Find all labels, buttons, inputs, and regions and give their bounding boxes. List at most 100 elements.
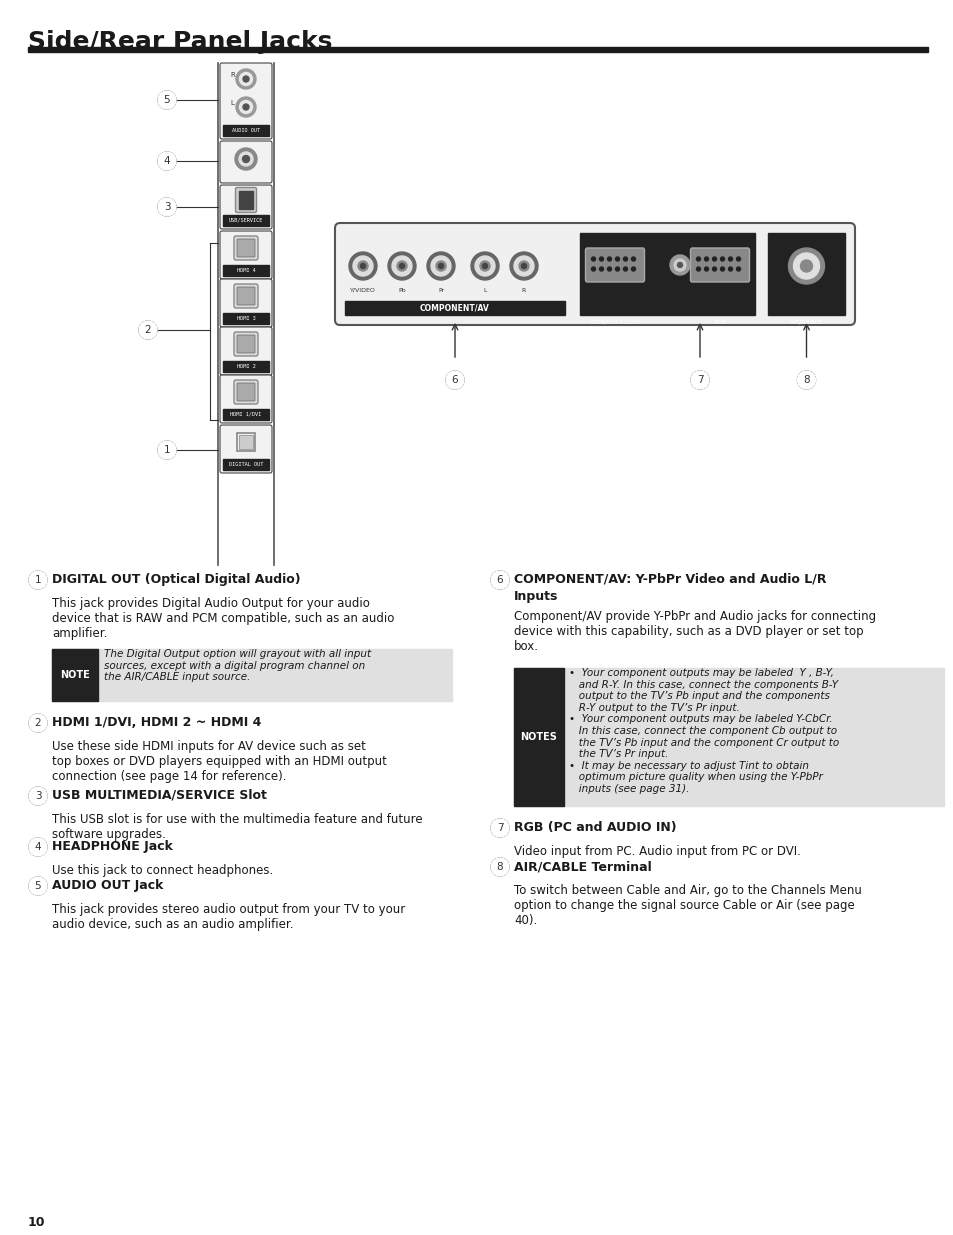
Circle shape: [436, 261, 446, 270]
Text: AIR/CABLE Terminal: AIR/CABLE Terminal: [514, 860, 651, 873]
Circle shape: [29, 714, 47, 732]
Text: R: R: [521, 288, 525, 293]
Bar: [223, 459, 269, 471]
Text: 2: 2: [34, 718, 41, 727]
Bar: [223, 125, 269, 136]
Text: Use these side HDMI inputs for AV device such as set
top boxes or DVD players eq: Use these side HDMI inputs for AV device…: [52, 740, 387, 783]
Text: RGB: RGB: [713, 320, 726, 325]
Circle shape: [431, 256, 451, 275]
Circle shape: [242, 156, 250, 163]
Bar: [239, 435, 253, 450]
Circle shape: [438, 263, 443, 268]
Bar: [767, 233, 844, 315]
Text: USB MULTIMEDIA/SERVICE Slot: USB MULTIMEDIA/SERVICE Slot: [52, 789, 267, 802]
FancyBboxPatch shape: [220, 231, 272, 279]
FancyBboxPatch shape: [233, 236, 257, 261]
Text: Pr: Pr: [437, 288, 443, 293]
Circle shape: [399, 263, 404, 268]
FancyBboxPatch shape: [236, 240, 254, 257]
Circle shape: [669, 254, 689, 275]
Text: HDMI 2: HDMI 2: [236, 364, 255, 369]
Circle shape: [158, 91, 175, 109]
Text: Inputs: Inputs: [514, 590, 558, 603]
Text: This jack provides stereo audio output from your TV to your
audio device, such a: This jack provides stereo audio output f…: [52, 903, 405, 931]
FancyBboxPatch shape: [335, 224, 854, 325]
Text: 3: 3: [164, 203, 171, 212]
Circle shape: [243, 104, 249, 110]
Circle shape: [491, 819, 509, 837]
Circle shape: [360, 263, 365, 268]
Circle shape: [518, 261, 529, 270]
Text: RGB (PC and AUDIO IN): RGB (PC and AUDIO IN): [514, 821, 676, 834]
Circle shape: [696, 257, 700, 261]
Circle shape: [703, 267, 708, 270]
Circle shape: [673, 259, 685, 270]
FancyBboxPatch shape: [233, 332, 257, 356]
FancyBboxPatch shape: [220, 63, 272, 140]
Text: RGB/DVI AUDIO: RGB/DVI AUDIO: [590, 320, 639, 325]
Circle shape: [696, 267, 700, 270]
FancyBboxPatch shape: [233, 284, 257, 308]
FancyBboxPatch shape: [585, 248, 644, 282]
Circle shape: [690, 370, 708, 389]
Circle shape: [427, 252, 455, 280]
Bar: [579, 233, 754, 315]
Bar: [345, 301, 564, 315]
Circle shape: [615, 257, 618, 261]
Circle shape: [591, 267, 595, 270]
Circle shape: [736, 257, 740, 261]
Bar: [52, 650, 98, 701]
Bar: [52, 650, 452, 701]
Circle shape: [353, 256, 373, 275]
Circle shape: [235, 98, 255, 117]
Text: 7: 7: [696, 375, 702, 385]
Text: HDMI 4: HDMI 4: [236, 268, 255, 273]
Text: Component/AV provide Y-PbPr and Audio jacks for connecting
device with this capa: Component/AV provide Y-PbPr and Audio ja…: [514, 610, 875, 653]
Bar: [239, 191, 253, 209]
Text: 5: 5: [34, 881, 41, 890]
Bar: [223, 361, 269, 372]
Circle shape: [703, 257, 708, 261]
FancyBboxPatch shape: [233, 380, 257, 404]
Circle shape: [631, 257, 635, 261]
Circle shape: [392, 256, 412, 275]
Text: 3: 3: [34, 790, 41, 802]
FancyBboxPatch shape: [236, 383, 254, 401]
Text: The Digital Output option will grayout with all input
sources, except with a dig: The Digital Output option will grayout w…: [104, 650, 371, 682]
Circle shape: [623, 257, 627, 261]
Circle shape: [139, 321, 157, 338]
Text: NOTES: NOTES: [520, 732, 557, 742]
Circle shape: [482, 263, 487, 268]
Circle shape: [396, 261, 407, 270]
Circle shape: [800, 261, 812, 272]
Circle shape: [29, 787, 47, 805]
Circle shape: [349, 252, 376, 280]
FancyBboxPatch shape: [690, 248, 749, 282]
Text: To switch between Cable and Air, go to the Channels Menu
option to change the si: To switch between Cable and Air, go to t…: [514, 884, 861, 927]
Bar: [236, 433, 254, 451]
Text: COMPONENT/AV: Y-PbPr Video and Audio L/R: COMPONENT/AV: Y-PbPr Video and Audio L/R: [514, 573, 825, 585]
FancyBboxPatch shape: [220, 375, 272, 424]
Text: AUDIO OUT: AUDIO OUT: [232, 128, 260, 133]
FancyBboxPatch shape: [236, 287, 254, 305]
Bar: [514, 668, 943, 806]
Circle shape: [607, 267, 611, 270]
Circle shape: [607, 257, 611, 261]
Bar: [223, 215, 269, 226]
Circle shape: [623, 267, 627, 270]
Circle shape: [615, 267, 618, 270]
Circle shape: [29, 877, 47, 895]
Circle shape: [29, 839, 47, 856]
Circle shape: [357, 261, 368, 270]
Text: USB/SERVICE: USB/SERVICE: [229, 219, 263, 224]
Text: 7: 7: [497, 823, 503, 832]
Text: 8: 8: [497, 862, 503, 872]
Circle shape: [158, 152, 175, 170]
Bar: [28, 47, 927, 52]
Text: 10: 10: [28, 1215, 46, 1229]
Circle shape: [720, 257, 723, 261]
Circle shape: [491, 858, 509, 876]
Text: 1: 1: [164, 445, 171, 454]
Circle shape: [788, 248, 823, 284]
Circle shape: [598, 267, 603, 270]
